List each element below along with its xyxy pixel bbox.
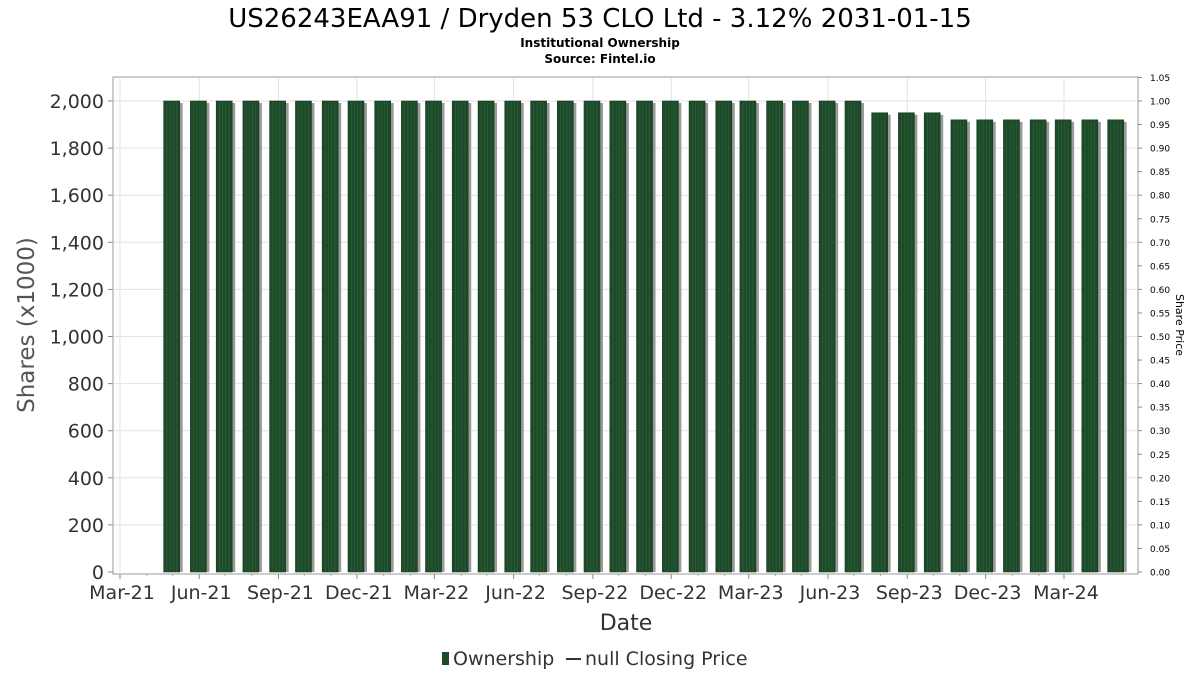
ownership-bar [163,100,180,573]
ownership-bar [190,100,207,573]
y2-tick-label: 0.35 [1150,404,1170,414]
ownership-bar [215,100,233,573]
x-tick-label: Sep-22 [561,582,628,604]
y-tick-label: 1,200 [50,279,104,301]
ownership-bar [715,100,733,573]
ownership-bar [662,100,679,573]
y2-tick-label: 0.45 [1150,357,1170,367]
legend-ownership-swatch [442,652,449,665]
ownership-bar [688,100,706,573]
y2-tick-label: 0.75 [1150,215,1170,225]
y2-tick-label: 0.30 [1150,427,1170,437]
y-tick-label: 1,000 [50,327,104,349]
ownership-bar [425,100,442,573]
ownership-bar [451,100,469,573]
chart-title: US26243EAA91 / Dryden 53 CLO Ltd - 3.12%… [228,4,972,34]
ownership-bar [1029,119,1047,573]
ownership-bar [374,100,392,573]
x-tick-label: Sep-21 [247,582,314,604]
x-tick-label: Dec-21 [325,582,393,604]
x-tick-label: Mar-24 [1033,582,1099,604]
x-tick-label: Dec-22 [639,582,707,604]
y2-tick-label: 0.05 [1150,545,1170,555]
chart-subtitle-line-2: Source: Fintel.io [544,52,655,66]
y2-tick-label: 0.25 [1150,451,1170,461]
y2-tick-label: 1.00 [1150,98,1170,108]
y2-tick-label: 0.55 [1150,309,1170,319]
ownership-bar [898,112,915,573]
ownership-bar [871,112,888,573]
y2-axis-label: Share Price [1173,294,1186,356]
y-tick-label: 200 [68,515,104,537]
bars [163,100,1127,573]
y-tick-label: 600 [68,421,104,443]
legend: Ownership null Closing Price [442,648,748,670]
ownership-bar [1054,119,1072,573]
x-tick-label: Mar-21 [89,582,155,604]
x-tick-label: Dec-23 [954,582,1022,604]
y2-tick-label: 0.95 [1150,121,1170,131]
axes: 0 200 400 600 800 1,000 1,200 1,400 1,600 1,800 2,… [50,74,1171,604]
ownership-bar [530,100,547,573]
ownership-bar [609,100,627,573]
y-tick-label: 800 [68,374,104,396]
ownership-bar [818,100,836,573]
ownership-bar [477,100,495,573]
ownership-bar [976,119,994,573]
ownership-bar [556,100,574,573]
ownership-bar [1081,119,1099,573]
y-tick-label: 0 [92,562,104,584]
y-tick-label: 1,400 [50,232,104,254]
y-axis-label: Shares (x1000) [14,237,40,413]
y2-tick-label: 0.70 [1150,239,1170,249]
y-tick-label: 1,600 [50,185,104,207]
y2-tick-label: 0.40 [1150,380,1170,390]
x-tick-label: Jun-23 [799,582,861,604]
y-tick-label: 1,800 [50,138,104,160]
y2-tick-label: 0.20 [1150,474,1170,484]
ownership-bar [583,100,601,573]
y-tick-label: 2,000 [50,91,104,113]
y2-tick-label: 0.90 [1150,145,1170,155]
ownership-bar [844,100,862,573]
x-tick-label: Jun-21 [170,582,232,604]
y2-tick-label: 0.60 [1150,286,1170,296]
ownership-bar [347,100,365,573]
legend-price-label: null Closing Price [585,648,748,670]
ownership-bar [950,119,968,573]
y2-tick-label: 0.50 [1150,333,1170,343]
ownership-bar [295,100,312,573]
y2-tick-label: 0.80 [1150,192,1170,202]
y2-tick-label: 0.15 [1150,498,1170,508]
y2-tick-label: 1.05 [1150,74,1170,84]
y2-tick-label: 0.85 [1150,168,1170,178]
ownership-bar [504,100,522,573]
y2-tick-label: 0.65 [1150,262,1170,272]
ownership-bar [321,100,339,573]
y-tick-label: 400 [68,468,104,490]
x-tick-label: Sep-23 [876,582,943,604]
legend-ownership-label: Ownership [453,648,554,670]
chart-subtitle-line-1: Institutional Ownership [520,36,680,50]
ownership-bar [269,100,286,573]
ownership-bar [1003,119,1020,573]
x-tick-label: Mar-22 [404,582,470,604]
x-tick-label: Jun-22 [484,582,546,604]
y2-tick-label: 0.00 [1150,569,1170,579]
x-axis-label: Date [600,611,653,636]
ownership-bar [1107,119,1124,573]
y2-tick-label: 0.10 [1150,521,1170,531]
x-tick-label: Mar-23 [718,582,784,604]
ownership-bar [766,100,783,573]
ownership-bar [401,100,418,573]
ownership-bar [923,112,941,573]
ownership-bar [242,100,260,573]
ownership-bar [739,100,757,573]
ownership-bar [636,100,653,573]
ownership-bar [792,100,809,573]
